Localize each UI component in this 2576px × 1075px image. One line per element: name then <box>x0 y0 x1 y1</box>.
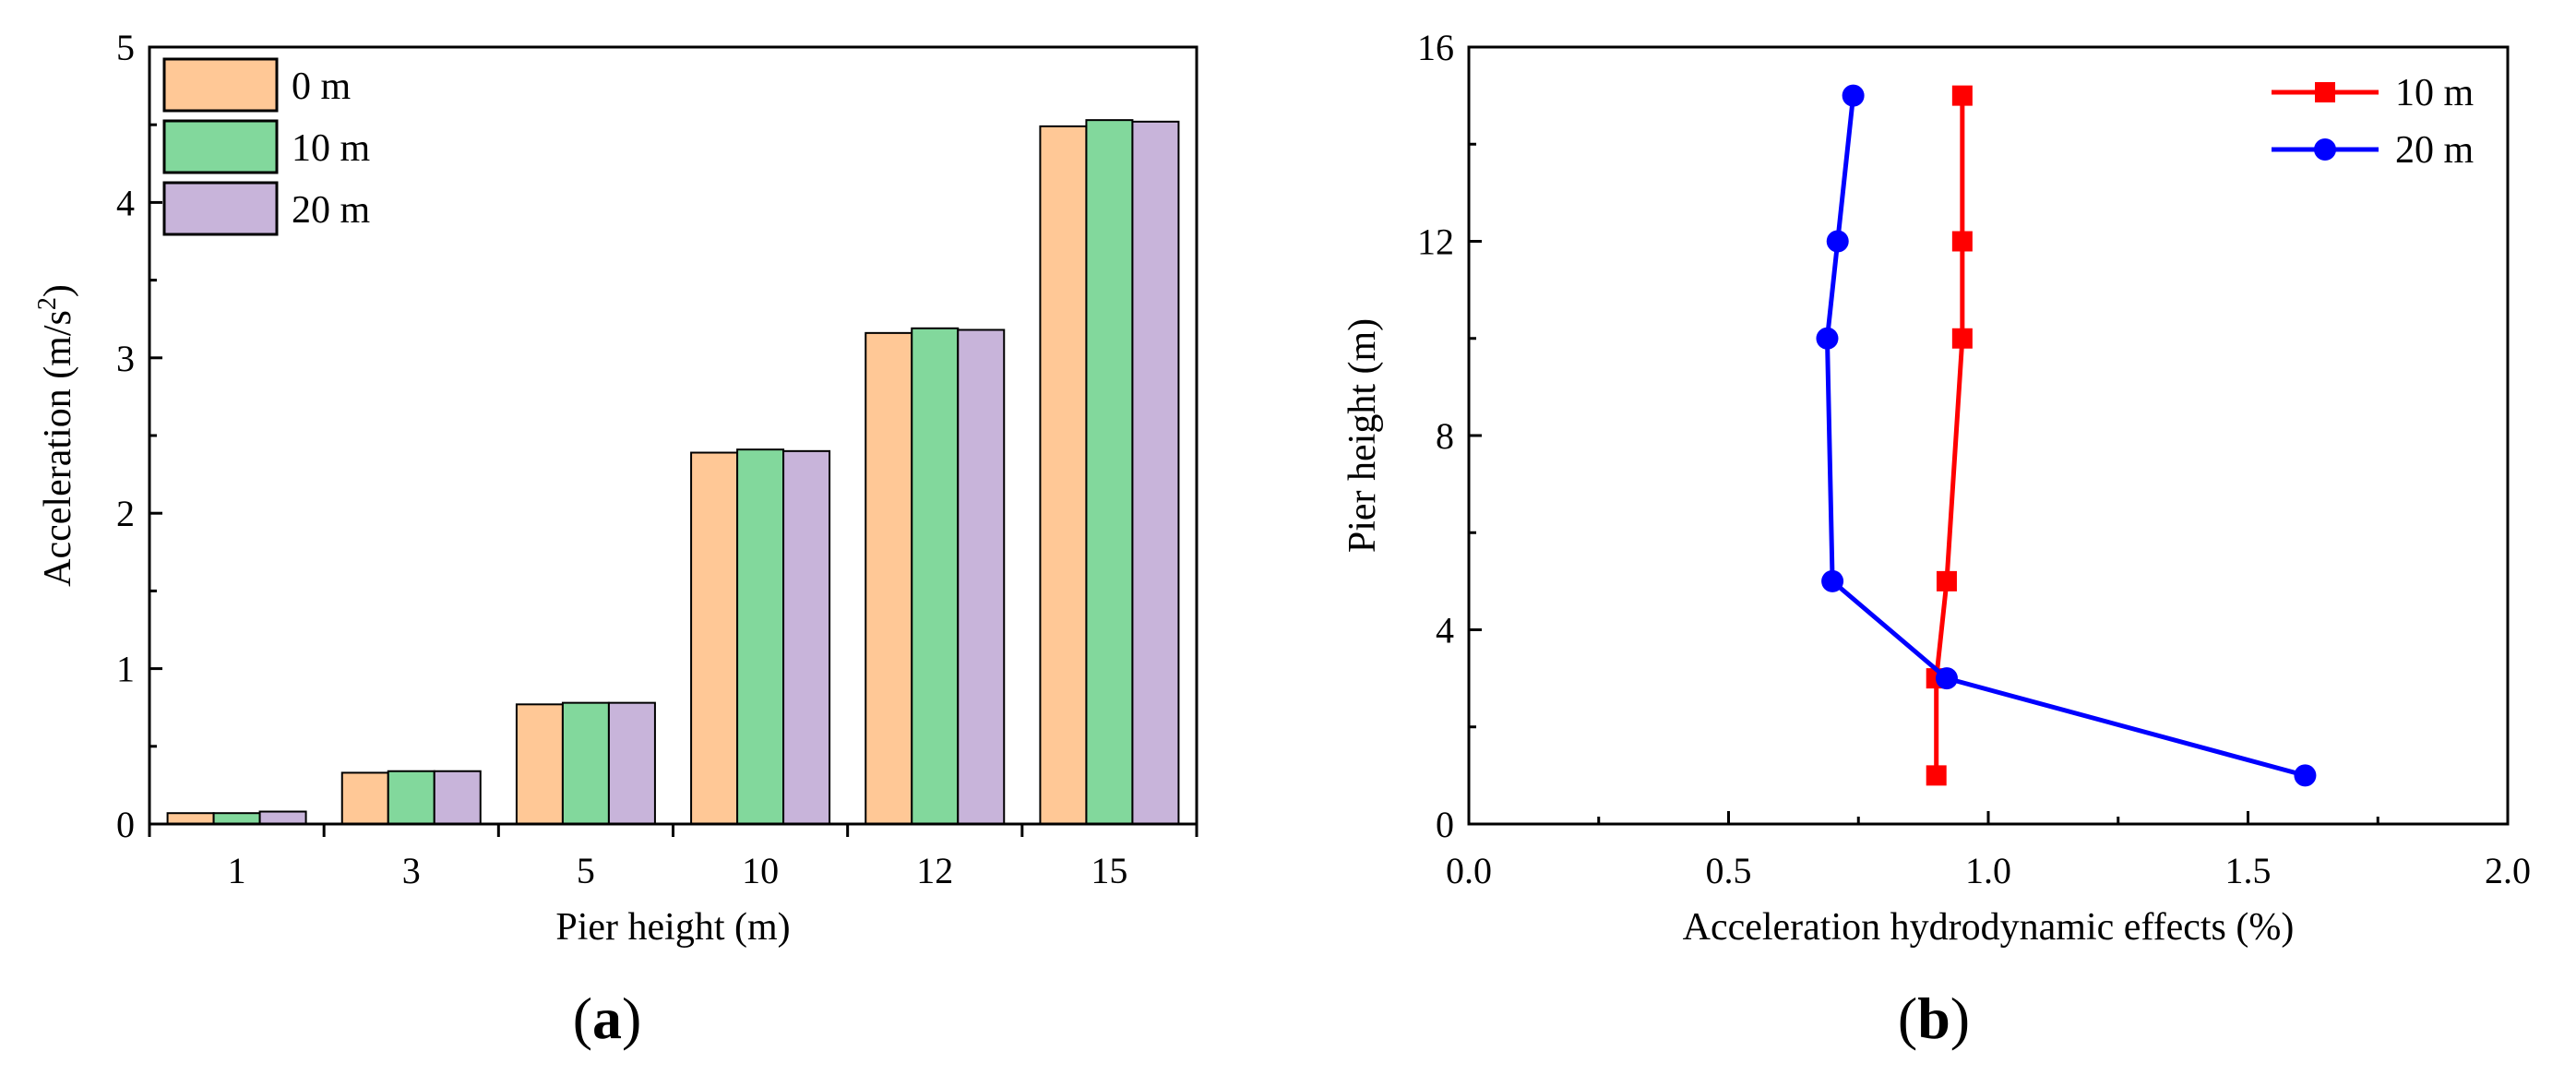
y-axis-title-close: ) <box>37 284 79 297</box>
y-ticks <box>149 45 162 826</box>
y-tick-label: 8 <box>1436 415 1454 457</box>
bar-0m-15 <box>1039 125 1088 826</box>
x-axis-title: Pier height (m) <box>555 906 790 949</box>
marker-20m <box>2294 764 2317 787</box>
panel-label-letter: b <box>1917 985 1950 1051</box>
bar-20m-3 <box>433 770 482 826</box>
y-tick-labels: 0 1 2 3 4 5 <box>116 27 135 845</box>
bar-0m-10 <box>690 451 739 825</box>
marker-20m <box>1842 84 1865 107</box>
y-tick-label: 5 <box>116 27 135 68</box>
y-tick-label: 4 <box>1436 610 1454 651</box>
x-tick-label: 5 <box>577 850 595 891</box>
panel-label-open: ( <box>1898 985 1917 1051</box>
bar-20m-1 <box>258 810 307 826</box>
tick-labels: 0 4 8 12 16 0.0 0.5 1.0 1.5 2.0 <box>1417 27 2531 891</box>
bar-0m-5 <box>515 703 564 825</box>
bar-group <box>166 119 1180 826</box>
panel-label-letter: a <box>592 985 622 1051</box>
legend-swatch-0m <box>162 57 279 113</box>
legend-label: 20 m <box>2395 129 2475 172</box>
panel-label-a: (a) <box>573 985 642 1051</box>
legend-label: 20 m <box>292 189 371 232</box>
x-tick-label: 10 <box>742 850 779 891</box>
y-axis-title-superscript: 2 <box>33 297 62 310</box>
x-tick-label: 0.5 <box>1706 850 1752 891</box>
marker-10m <box>1936 570 1957 591</box>
legend-swatch-20m <box>162 181 279 236</box>
bar-10m-12 <box>911 327 960 825</box>
y-axis-title-text: Acceleration (m/s <box>37 310 79 587</box>
bar-10m-10 <box>736 448 785 825</box>
marker-10m <box>1951 85 1973 106</box>
bar-0m-3 <box>340 771 389 825</box>
legend-marker-20m <box>2314 138 2336 161</box>
bar-20m-10 <box>782 449 831 825</box>
marker-20m <box>1826 230 1849 253</box>
x-tick-label: 2.0 <box>2485 850 2531 891</box>
y-tick-label: 16 <box>1417 27 1454 68</box>
x-tick-label: 1 <box>228 850 246 891</box>
series-line-20m <box>1824 95 2307 778</box>
bar-20m-12 <box>957 328 1006 826</box>
legend-label: 10 m <box>2395 72 2475 114</box>
y-tick-label: 2 <box>116 493 135 534</box>
series-line-10m <box>1934 95 1965 776</box>
marker-10m <box>1951 328 1973 349</box>
y-tick-label: 3 <box>116 338 135 379</box>
legend: 10 m 20 m <box>2272 72 2475 172</box>
y-tick-label: 1 <box>116 649 135 690</box>
y-tick-label: 0 <box>116 804 135 845</box>
panel-label-b: (b) <box>1898 985 1970 1051</box>
marker-10m <box>1951 231 1973 252</box>
x-tick-label: 1.0 <box>1965 850 2011 891</box>
x-tick-label: 0.0 <box>1446 850 1492 891</box>
legend-marker-10m <box>2315 82 2335 102</box>
legend-label: 0 m <box>292 66 352 108</box>
bar-20m-5 <box>607 701 656 826</box>
x-axis-title: Acceleration hydrodynamic effects (%) <box>1683 906 2295 949</box>
bar-10m-15 <box>1085 119 1134 825</box>
marker-20m <box>1816 327 1839 350</box>
panel-label-close: ) <box>622 985 641 1051</box>
x-tick-labels: 1 3 5 10 12 15 <box>228 850 1128 891</box>
x-tick-label: 3 <box>402 850 421 891</box>
x-tick-label: 15 <box>1091 850 1127 891</box>
legend-swatch-10m <box>162 119 279 174</box>
x-tick-label: 1.5 <box>2225 850 2272 891</box>
axis-ticks <box>1467 45 2510 826</box>
y-tick-label: 4 <box>116 182 135 223</box>
bar-10m-5 <box>561 701 610 826</box>
plot-frame <box>1467 45 2510 826</box>
y-tick-label: 12 <box>1417 221 1454 263</box>
y-axis-title: Acceleration (m/s2) <box>33 284 79 587</box>
panel-b-line-chart: 0 4 8 12 16 0.0 0.5 1.0 1.5 2.0 Acceleration hydr… <box>1342 27 2531 1051</box>
bar-20m-15 <box>1131 120 1180 826</box>
x-ticks <box>148 824 1199 837</box>
marker-10m <box>1926 765 1947 786</box>
bar-10m-3 <box>387 770 435 826</box>
bar-0m-1 <box>166 812 215 825</box>
series-lines <box>1816 84 2317 787</box>
legend: 0 m 10 m 20 m <box>162 57 371 236</box>
x-tick-label: 12 <box>916 850 953 891</box>
panel-label-close: ) <box>1950 985 1970 1051</box>
plot-frame <box>148 45 1199 826</box>
panel-label-open: ( <box>573 985 592 1051</box>
legend-label: 10 m <box>292 127 371 170</box>
bar-10m-1 <box>212 812 261 825</box>
marker-20m <box>1821 569 1844 592</box>
y-tick-label: 0 <box>1436 804 1454 845</box>
marker-20m <box>1935 667 1958 690</box>
bar-0m-12 <box>865 331 913 825</box>
y-axis-title: Pier height (m) <box>1342 318 1384 553</box>
